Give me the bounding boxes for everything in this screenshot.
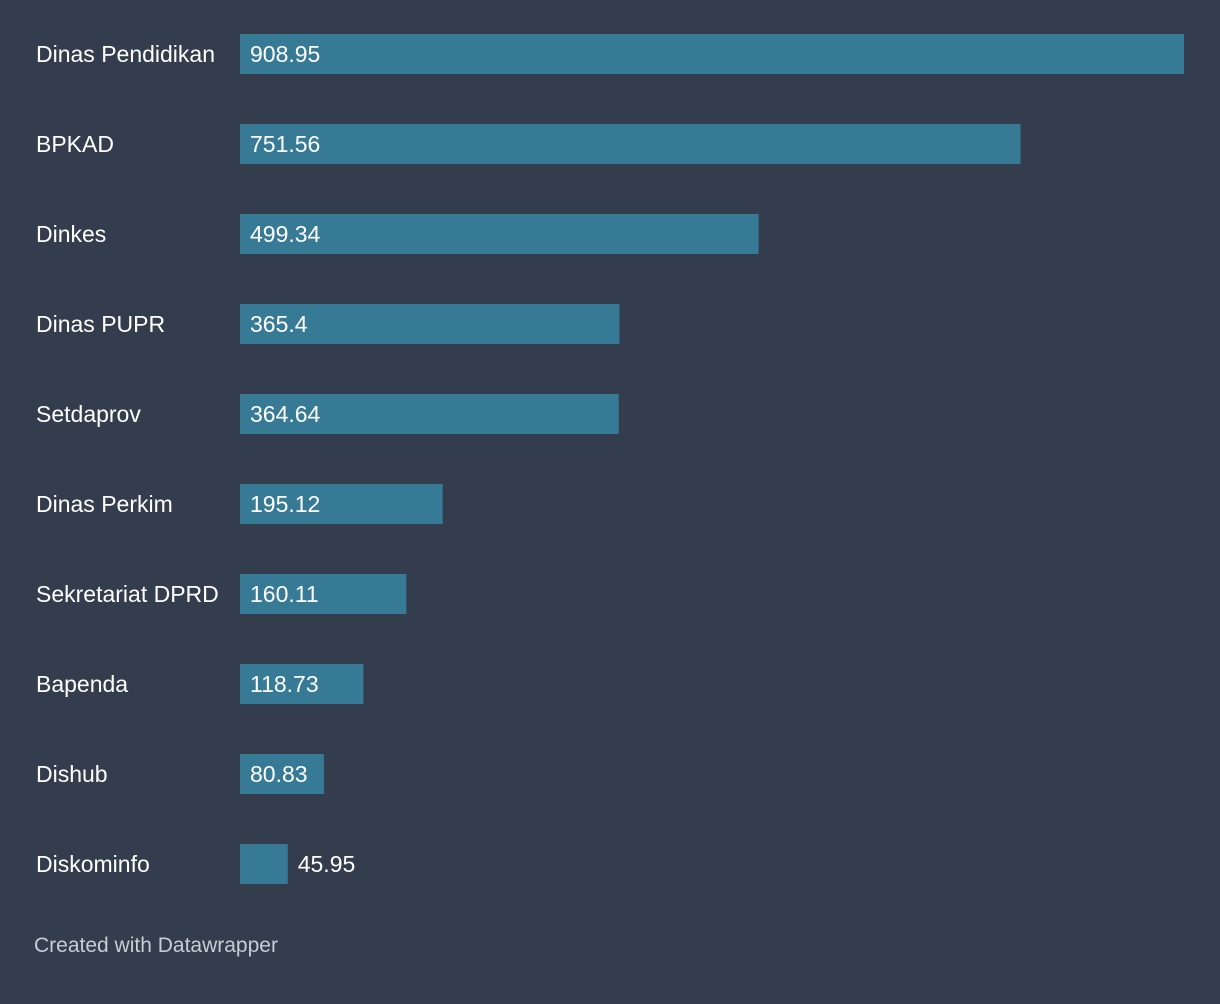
value-label: 908.95 xyxy=(250,41,320,67)
value-label: 160.11 xyxy=(250,581,319,607)
category-label: Dishub xyxy=(36,761,108,787)
bar[interactable] xyxy=(240,214,759,254)
category-label: Setdaprov xyxy=(36,401,141,427)
category-label: Dinas Perkim xyxy=(36,491,173,517)
value-label: 499.34 xyxy=(250,221,321,247)
bar[interactable] xyxy=(240,304,620,344)
value-label: 118.73 xyxy=(250,671,319,697)
bar[interactable] xyxy=(240,34,1184,74)
category-label: Dinas Pendidikan xyxy=(36,41,215,67)
category-label: BPKAD xyxy=(36,131,114,157)
datawrapper-credit[interactable]: Created with Datawrapper xyxy=(34,934,278,957)
bar[interactable] xyxy=(240,484,443,524)
value-label: 80.83 xyxy=(250,761,308,787)
category-label: Sekretariat DPRD xyxy=(36,581,219,607)
category-label: Diskominfo xyxy=(36,851,150,877)
bar[interactable] xyxy=(240,574,407,614)
category-label: Bapenda xyxy=(36,671,128,697)
bar-chart: Dinas Pendidikan 908.95 BPKAD 751.56 Dinkes 4… xyxy=(36,34,1184,884)
value-label: 365.4 xyxy=(250,311,308,337)
category-label: Dinkes xyxy=(36,221,106,247)
value-label: 364.64 xyxy=(250,401,321,427)
bar[interactable] xyxy=(240,844,288,884)
category-label: Dinas PUPR xyxy=(36,311,165,337)
value-label: 195.12 xyxy=(250,491,320,517)
bar[interactable] xyxy=(240,754,324,794)
bar[interactable] xyxy=(240,124,1021,164)
bar[interactable] xyxy=(240,394,619,434)
value-label: 751.56 xyxy=(250,131,320,157)
value-label: 45.95 xyxy=(298,851,356,877)
bar[interactable] xyxy=(240,664,364,704)
